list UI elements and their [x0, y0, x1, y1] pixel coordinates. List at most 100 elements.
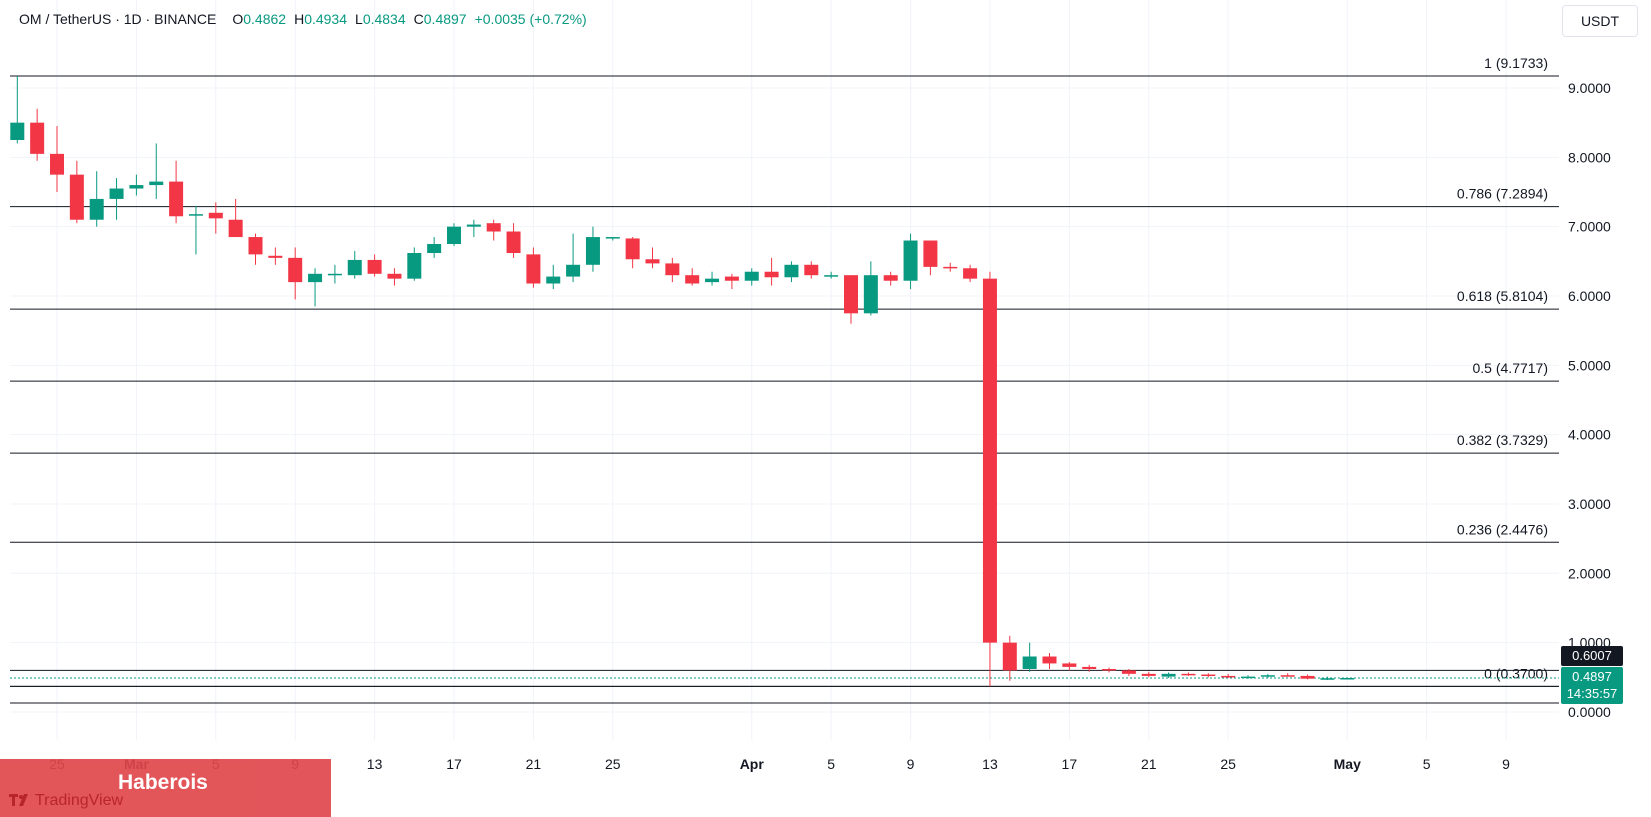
candle-body: [1340, 678, 1355, 680]
candle-body: [188, 214, 203, 216]
candle-body: [566, 264, 581, 277]
candle-body: [129, 185, 144, 189]
x-tick-label: 5: [827, 756, 835, 772]
y-tick-label: 6.0000: [1568, 288, 1611, 304]
y-tick-label: 0.0000: [1568, 704, 1611, 720]
candle-body: [486, 223, 501, 232]
candle-body: [764, 271, 779, 278]
x-tick-label: 17: [446, 756, 462, 772]
candle-body: [109, 188, 124, 199]
low-label: L: [355, 11, 363, 27]
x-tick-label: 21: [1141, 756, 1157, 772]
candle-body: [1102, 668, 1117, 671]
low-value: 0.4834: [362, 11, 406, 27]
tradingview-credit[interactable]: TradingView: [9, 792, 123, 810]
y-tick-label: 9.0000: [1568, 80, 1611, 96]
candle-body: [1241, 676, 1255, 679]
watermark-brand: Haberois: [118, 771, 208, 794]
candle-body: [943, 266, 958, 269]
fib-level-label: 0.236 (2.4476): [1457, 521, 1548, 537]
candle-body: [248, 237, 263, 255]
candle-body: [1002, 642, 1017, 671]
last-price-value: 0.4897: [1572, 669, 1612, 684]
bar-countdown: 14:35:57: [1566, 686, 1618, 701]
candle-body: [724, 276, 739, 281]
candle-body: [982, 278, 997, 643]
x-tick-label: 21: [526, 756, 542, 772]
y-tick-label: 4.0000: [1568, 427, 1611, 443]
x-tick-label: 5: [1423, 756, 1431, 772]
candle-body: [744, 271, 759, 281]
x-tick-label: 13: [982, 756, 998, 772]
symbol-header: OM / TetherUS · 1D · BINANCE O 0.4862 H 0.…: [19, 11, 587, 27]
candle-body: [605, 237, 620, 239]
fib-level-label: 0.382 (3.7329): [1457, 432, 1548, 448]
tradingview-logo-icon: [9, 794, 28, 806]
candle-body: [506, 231, 521, 254]
close-value: 0.4897: [423, 11, 467, 27]
candle-body: [10, 122, 25, 140]
fib-level-label: 1 (9.1733): [1484, 55, 1548, 71]
candle-body: [546, 276, 561, 284]
candle-body: [1161, 673, 1176, 677]
x-tick-label: 17: [1062, 756, 1078, 772]
x-tick-label: Apr: [740, 756, 765, 772]
candle-body: [963, 268, 978, 279]
candle-body: [308, 273, 323, 283]
candle-body: [1062, 663, 1077, 667]
candle-body: [804, 264, 819, 276]
candle-body: [863, 275, 878, 314]
candle-body: [665, 263, 680, 276]
y-tick-label: 2.0000: [1568, 565, 1611, 581]
fib-level-label: 0.5 (4.7717): [1473, 360, 1549, 376]
candle-body: [228, 219, 243, 238]
candle-body: [367, 259, 382, 274]
candle-body: [1042, 656, 1057, 664]
candle-body: [169, 181, 184, 217]
candle-body: [89, 198, 104, 220]
candle-body: [883, 275, 898, 281]
candle-body: [69, 174, 84, 220]
candle-body: [1141, 673, 1156, 676]
candle-body: [466, 224, 481, 227]
candle-body: [268, 255, 283, 258]
x-tick-label: 25: [1220, 756, 1236, 772]
y-tick-label: 8.0000: [1568, 149, 1611, 165]
candle-body: [1221, 675, 1236, 678]
candle-body: [50, 153, 64, 175]
candle-body: [208, 212, 223, 219]
open-value: 0.4862: [243, 11, 287, 27]
candle-body: [705, 278, 720, 283]
fib-level-label: 0.618 (5.8104): [1457, 288, 1548, 304]
candle-body: [824, 275, 839, 277]
candle-body: [30, 122, 45, 154]
last-price-tag: 0.4897 14:35:57: [1561, 667, 1623, 704]
candle-body: [903, 240, 918, 281]
x-tick-label: 13: [367, 756, 383, 772]
line-price-tag: 0.6007: [1561, 646, 1623, 666]
candle-body: [784, 264, 799, 278]
change-value: +0.0035 (+0.72%): [474, 11, 587, 27]
symbol-title[interactable]: OM / TetherUS · 1D · BINANCE: [19, 11, 217, 27]
fib-level-label: 0 (0.3700): [1484, 665, 1548, 681]
x-tick-label: 9: [1502, 756, 1510, 772]
candle-body: [1280, 675, 1295, 677]
open-label: O: [232, 11, 244, 27]
candle-body: [1201, 674, 1216, 677]
candle-body: [407, 253, 422, 279]
candle-body: [844, 275, 858, 314]
currency-button[interactable]: USDT: [1562, 5, 1638, 37]
candle-body: [645, 259, 660, 264]
candle-body: [1260, 675, 1275, 677]
candle-body: [1022, 656, 1037, 669]
candle-body: [923, 240, 938, 267]
candle-body: [327, 273, 342, 276]
candle-body: [1121, 670, 1136, 674]
candle-body: [149, 181, 164, 186]
fib-level-label: 0.786 (7.2894): [1457, 186, 1548, 202]
watermark-banner: Haberois TradingView: [0, 759, 331, 817]
candle-body: [585, 237, 600, 265]
candle-body: [1320, 678, 1335, 680]
